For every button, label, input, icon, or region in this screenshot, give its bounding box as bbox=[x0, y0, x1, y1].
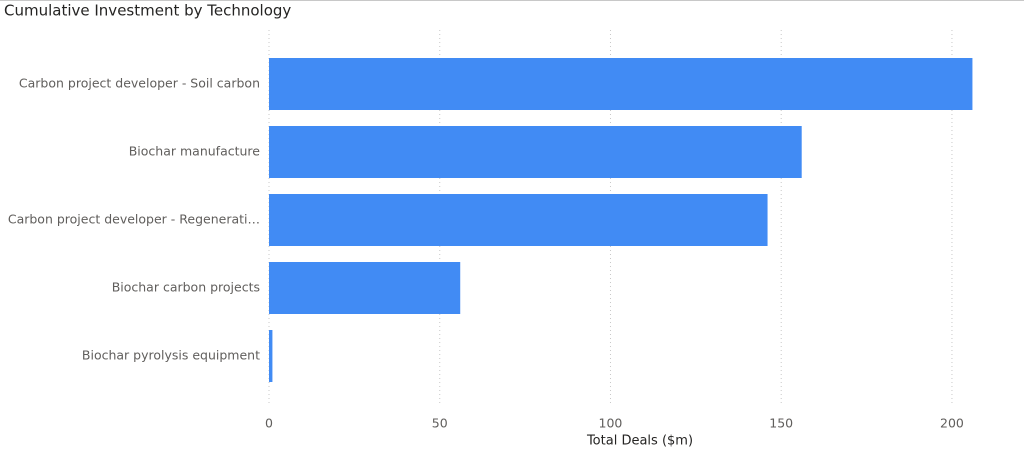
x-tick-label: 100 bbox=[599, 416, 623, 431]
x-tick-label: 50 bbox=[432, 416, 448, 431]
chart-title: Cumulative Investment by Technology bbox=[4, 2, 291, 20]
y-tick-label: Carbon project developer - Soil carbon bbox=[19, 76, 260, 91]
x-tick-label: 0 bbox=[265, 416, 273, 431]
y-tick-label: Biochar pyrolysis equipment bbox=[82, 348, 260, 363]
y-tick-label: Biochar manufacture bbox=[129, 144, 261, 159]
bar bbox=[269, 58, 973, 110]
x-tick-label: 150 bbox=[769, 416, 793, 431]
x-tick-label: 200 bbox=[940, 416, 964, 431]
bar bbox=[269, 126, 802, 178]
x-axis-title: Total Deals ($m) bbox=[586, 434, 693, 449]
bar bbox=[269, 194, 768, 246]
y-tick-label: Biochar carbon projects bbox=[112, 280, 260, 295]
bar bbox=[269, 330, 273, 382]
y-tick-label: Carbon project developer - Regenerati… bbox=[8, 212, 260, 227]
bar bbox=[269, 262, 461, 314]
